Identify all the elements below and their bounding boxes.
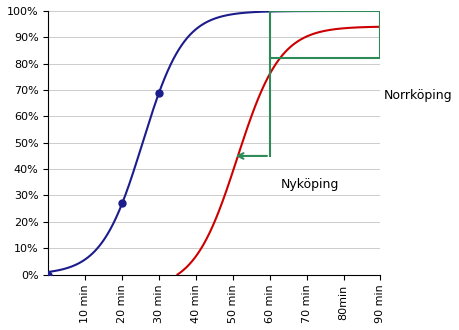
Text: Norrköping: Norrköping: [383, 89, 452, 102]
Bar: [269, 11, 380, 58]
Text: Nyköping: Nyköping: [280, 178, 338, 191]
